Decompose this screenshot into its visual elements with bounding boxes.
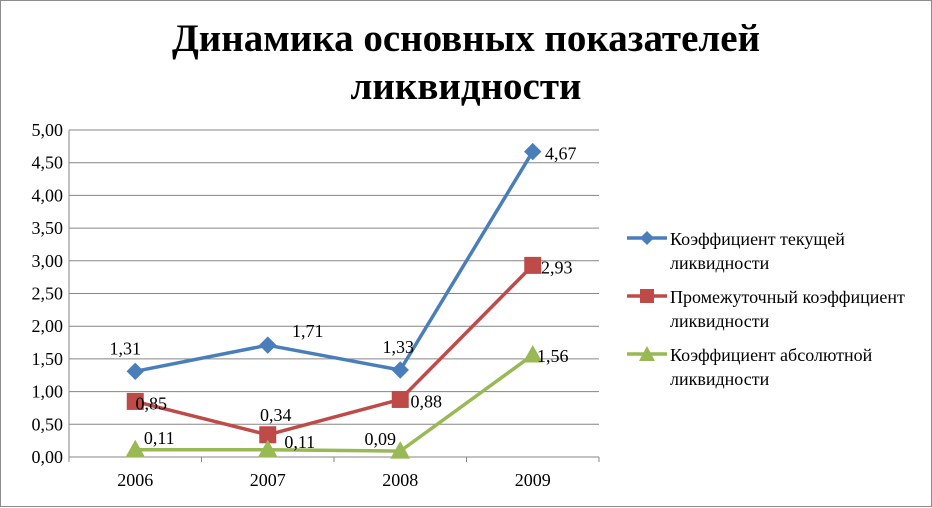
y-tick-label: 2,50 — [32, 284, 64, 304]
x-tick-label: 2008 — [382, 470, 418, 490]
data-label: 1,33 — [383, 337, 415, 357]
y-tick-label: 1,00 — [32, 382, 64, 402]
y-tick-label: 1,50 — [32, 349, 64, 369]
x-tick-label: 2006 — [117, 470, 153, 490]
legend-item: Коэффициент абсолютной ликвидности — [626, 343, 926, 401]
data-label: 0,11 — [284, 432, 315, 452]
legend-item: Промежуточный коэффициент ликвидности — [626, 285, 926, 343]
series-line — [134, 264, 534, 437]
data-label: 0,09 — [365, 429, 397, 449]
y-tick-label: 5,00 — [32, 120, 64, 140]
data-label: 2,93 — [541, 257, 573, 277]
data-label: 0,11 — [144, 428, 175, 448]
data-label: 1,56 — [537, 346, 569, 366]
x-tick-label: 2009 — [515, 470, 551, 490]
y-tick-label: 0,00 — [32, 447, 64, 467]
legend-label: Промежуточный коэффициент ликвидности — [670, 287, 905, 331]
data-label: 0,34 — [260, 405, 292, 425]
legend-label: Коэффициент текущей ликвидности — [670, 229, 845, 273]
series-line — [135, 353, 534, 453]
legend-swatch — [627, 346, 667, 361]
series-marker — [126, 362, 144, 381]
data-label: 1,31 — [110, 338, 142, 358]
x-tick-label: 2007 — [250, 470, 286, 490]
y-tick-label: 2,00 — [32, 316, 64, 336]
series-marker — [524, 142, 542, 161]
chart-title: Динамика основных показателей ликвидност… — [171, 17, 761, 108]
data-label: 0,88 — [411, 391, 443, 411]
series-marker — [257, 439, 278, 458]
legend-item: Коэффициент текущей ликвидности — [626, 227, 926, 285]
series-marker — [391, 361, 409, 379]
data-label: 1,71 — [292, 321, 324, 341]
y-tick-label: 3,50 — [32, 218, 64, 238]
legend-label: Коэффициент абсолютной ликвидности — [670, 345, 873, 389]
series-marker — [126, 392, 144, 410]
legend-swatch — [627, 289, 667, 303]
chart-legend: Коэффициент текущей ликвидности Промежуто… — [626, 227, 926, 401]
series-marker — [125, 439, 146, 458]
data-label: 4,67 — [545, 144, 577, 164]
data-label: 0,85 — [136, 393, 168, 413]
y-tick-label: 4,00 — [32, 185, 64, 205]
series-marker — [524, 256, 542, 274]
series-marker — [522, 344, 543, 363]
series-marker — [390, 441, 411, 459]
series-marker — [391, 390, 409, 408]
y-tick-label: 0,50 — [32, 414, 64, 434]
legend-swatch — [627, 231, 667, 245]
y-tick-label: 3,00 — [32, 251, 64, 271]
series-marker — [259, 336, 277, 354]
series-line — [134, 150, 535, 374]
y-tick-label: 4,50 — [32, 153, 64, 173]
